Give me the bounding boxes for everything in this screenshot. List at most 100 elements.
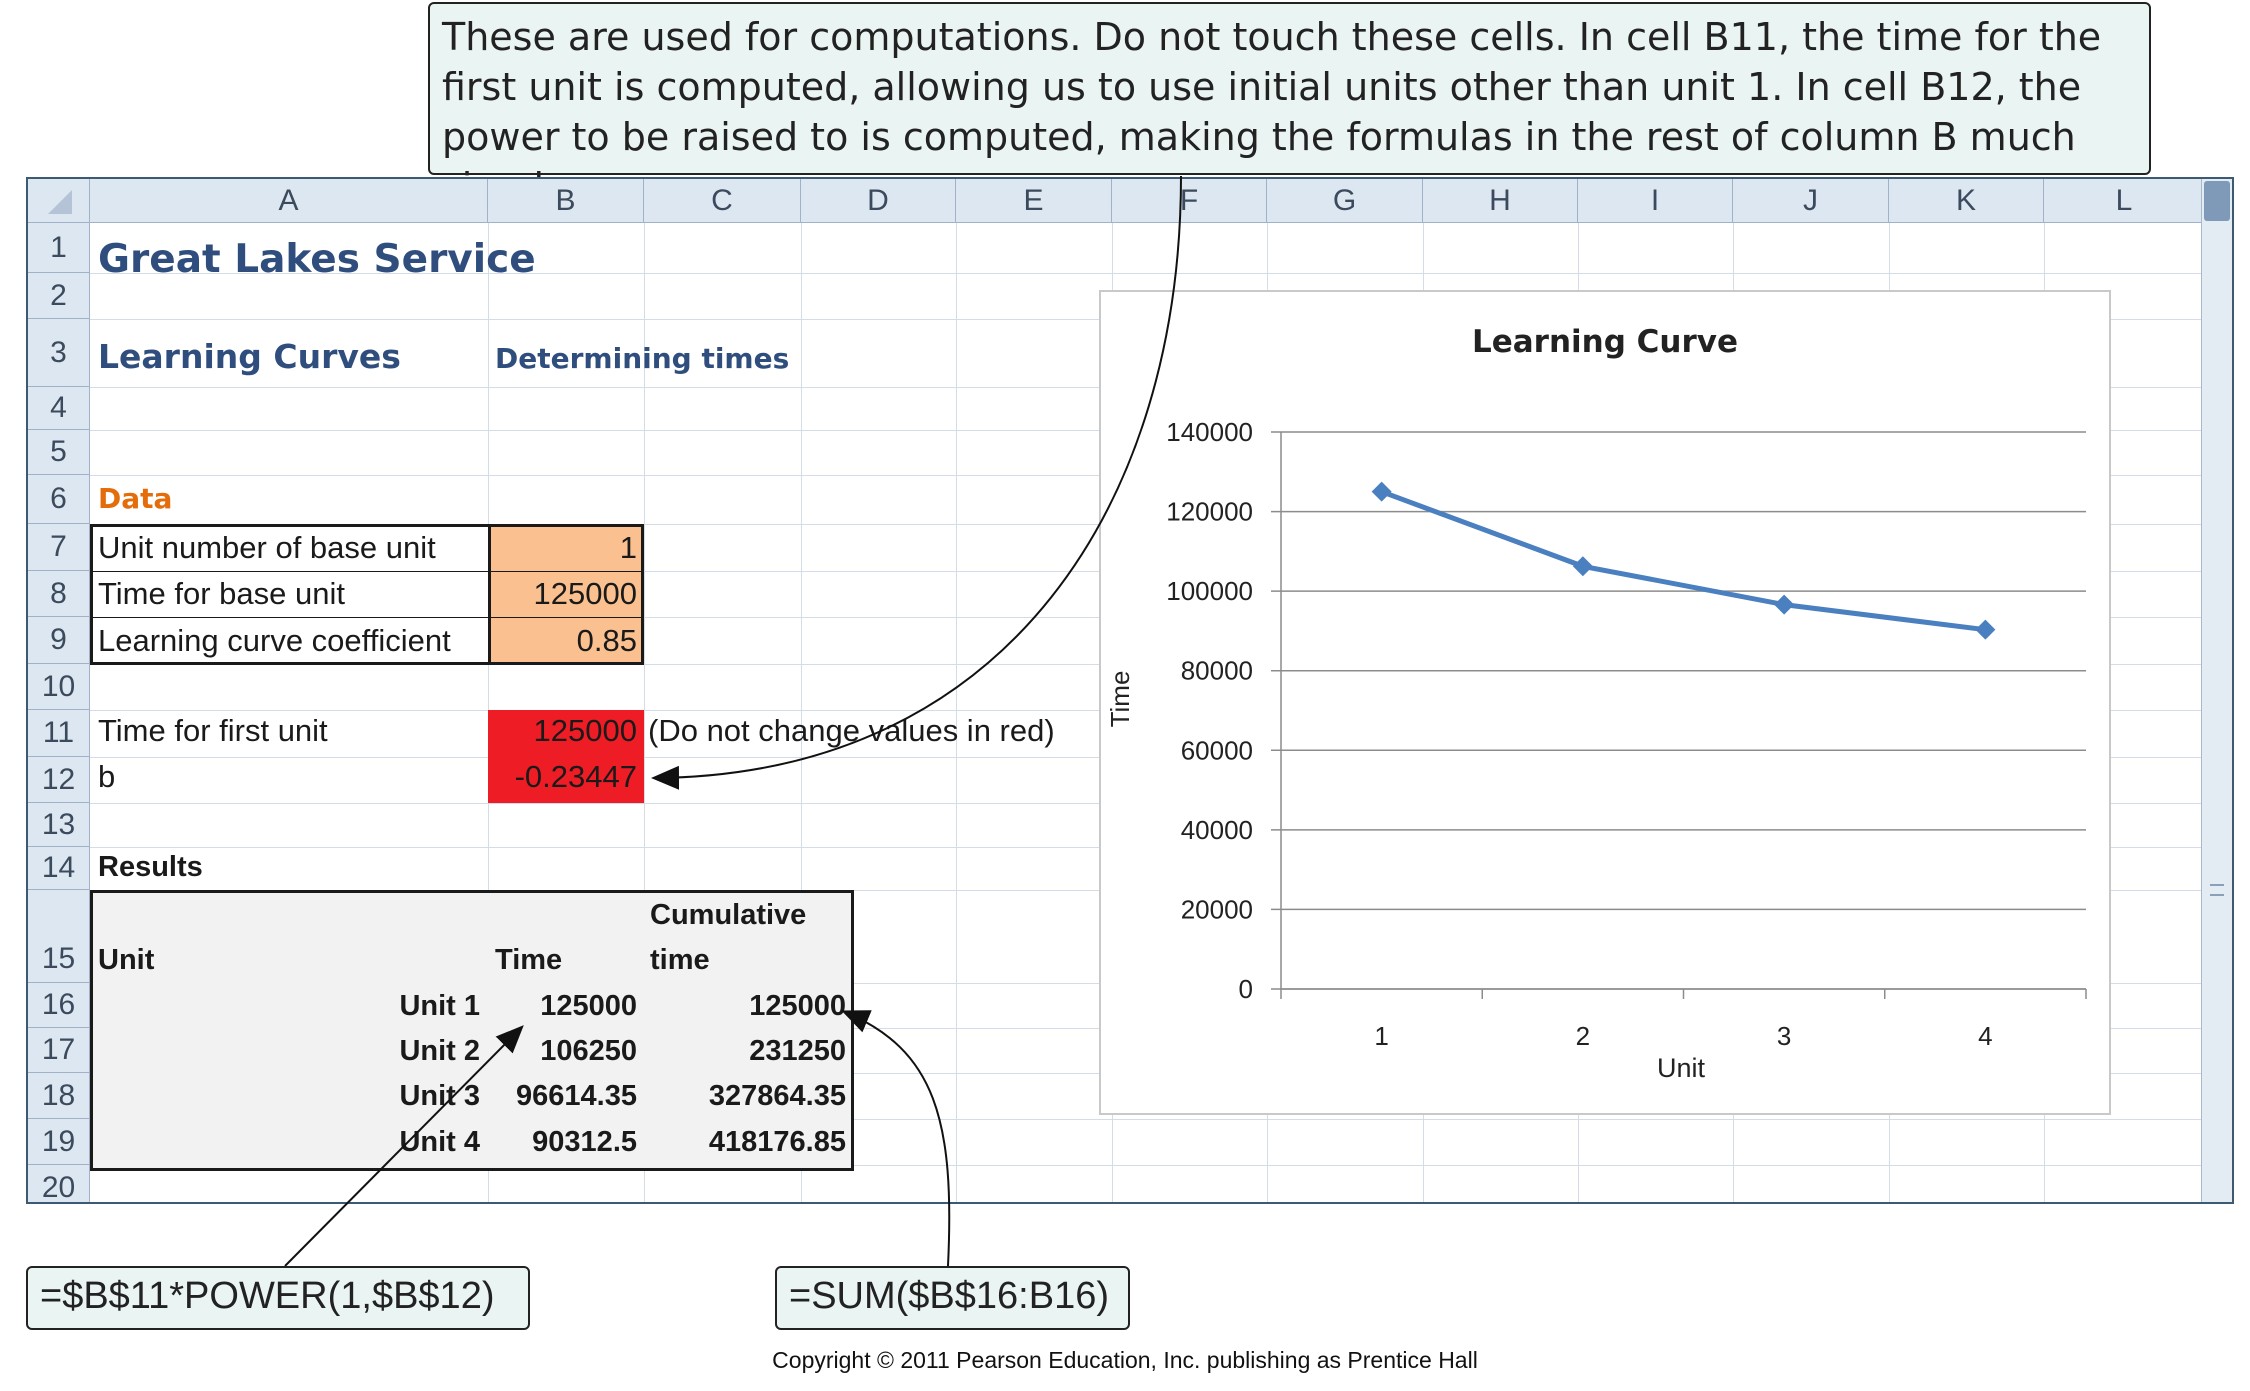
column-header-g[interactable]: G <box>1267 179 1423 223</box>
y-tick-label: 80000 <box>1181 656 1253 686</box>
results-time-2[interactable]: 106250 <box>540 1035 637 1067</box>
select-all-icon <box>47 189 72 214</box>
scroll-up-button[interactable] <box>2204 181 2230 221</box>
y-tick-label: 120000 <box>1166 497 1253 527</box>
cell-c15-header-line1[interactable]: Cumulative <box>650 899 807 931</box>
gridline-row <box>90 1119 2205 1120</box>
cell-b11[interactable]: 125000 <box>533 713 637 748</box>
column-header-h[interactable]: H <box>1423 179 1578 223</box>
row-header-14[interactable]: 14 <box>28 847 90 890</box>
y-tick-label: 20000 <box>1181 894 1253 924</box>
cell-c15-header-line2[interactable]: time <box>650 944 710 976</box>
column-header-d[interactable]: D <box>801 179 956 223</box>
cell-a14-results[interactable]: Results <box>98 851 203 883</box>
data-point-marker <box>1572 556 1593 577</box>
results-unit-2[interactable]: Unit 2 <box>399 1035 480 1067</box>
row-header-18[interactable]: 18 <box>28 1073 90 1119</box>
cell-a8[interactable]: Time for base unit <box>98 576 345 611</box>
column-header-b[interactable]: B <box>488 179 644 223</box>
column-header-j[interactable]: J <box>1733 179 1889 223</box>
scrollbar-grip-icon <box>2210 884 2224 896</box>
x-tick-label: 3 <box>1777 1021 1791 1051</box>
data-point-marker <box>1774 594 1795 615</box>
row-header-13[interactable]: 13 <box>28 803 90 847</box>
row-header-4[interactable]: 4 <box>28 387 90 430</box>
cell-a12[interactable]: b <box>98 759 116 794</box>
row-header-2[interactable]: 2 <box>28 273 90 319</box>
y-tick-label: 40000 <box>1181 815 1253 845</box>
cell-a15-header[interactable]: Unit <box>98 944 155 976</box>
arrow-to-cumulative-column <box>841 1010 951 1267</box>
gridline-col <box>956 223 957 1202</box>
cell-b12[interactable]: -0.23447 <box>514 759 637 794</box>
select-all-corner[interactable] <box>28 179 90 223</box>
cell-b3-heading[interactable]: Determining times <box>495 342 790 375</box>
cell-b8[interactable]: 125000 <box>533 576 637 611</box>
vertical-scrollbar[interactable] <box>2201 179 2232 1202</box>
column-header-a[interactable]: A <box>90 179 488 223</box>
results-time-3[interactable]: 96614.35 <box>516 1080 637 1112</box>
row-header-1[interactable]: 1 <box>28 223 90 273</box>
x-tick-label: 1 <box>1374 1021 1388 1051</box>
column-header-k[interactable]: K <box>1889 179 2044 223</box>
row-header-12[interactable]: 12 <box>28 757 90 803</box>
chart-y-axis-label: Time <box>1105 671 1135 728</box>
learning-curve-chart[interactable]: Learning Curve Time Unit 0 20000 40000 6000… <box>1099 290 2111 1115</box>
results-time-4[interactable]: 90312.5 <box>532 1126 637 1158</box>
cell-b7[interactable]: 1 <box>619 530 637 565</box>
column-header-i[interactable]: I <box>1578 179 1733 223</box>
data-point-marker <box>1975 619 1996 640</box>
top-callout: These are used for computations. Do not … <box>428 2 2151 209</box>
row-header-5[interactable]: 5 <box>28 430 90 475</box>
column-header-c[interactable]: C <box>644 179 801 223</box>
data-point-marker <box>1371 481 1392 502</box>
row-header-20[interactable]: 20 <box>28 1165 90 1202</box>
arrow-to-b12 <box>651 175 1182 790</box>
cell-b9[interactable]: 0.85 <box>576 623 637 658</box>
results-cum-2[interactable]: 231250 <box>749 1035 846 1067</box>
red-cells-fill <box>488 710 644 803</box>
row-header-9[interactable]: 9 <box>28 617 90 664</box>
results-unit-4[interactable]: Unit 4 <box>399 1126 480 1158</box>
results-cum-1[interactable]: 125000 <box>749 990 846 1022</box>
cell-a11[interactable]: Time for first unit <box>98 713 328 748</box>
results-unit-3[interactable]: Unit 3 <box>399 1080 480 1112</box>
x-tick-label: 4 <box>1978 1021 1992 1051</box>
gridline-row <box>90 1165 2205 1166</box>
cell-a7[interactable]: Unit number of base unit <box>98 530 436 565</box>
row-header-3[interactable]: 3 <box>28 319 90 387</box>
row-header-11[interactable]: 11 <box>28 710 90 757</box>
column-header-e[interactable]: E <box>956 179 1112 223</box>
formula-callout-time: =$B$11*POWER(1,$B$12) <box>26 1266 530 1330</box>
input-cells-fill <box>488 524 644 665</box>
gridline-row <box>90 273 2205 274</box>
gridline-col <box>801 223 802 1202</box>
column-header-f[interactable]: F <box>1112 179 1267 223</box>
cell-a6-data-label[interactable]: Data <box>98 482 173 515</box>
results-time-1[interactable]: 125000 <box>540 990 637 1022</box>
row-header-16[interactable]: 16 <box>28 983 90 1028</box>
cell-a3-heading[interactable]: Learning Curves <box>98 337 401 376</box>
y-tick-label: 60000 <box>1181 735 1253 765</box>
row-header-15[interactable]: 15 <box>28 890 90 983</box>
results-unit-1[interactable]: Unit 1 <box>399 990 480 1022</box>
formula-cumulative-text: =SUM($B$16:B16) <box>789 1275 1109 1317</box>
cell-c11-note[interactable]: (Do not change values in red) <box>648 713 1055 748</box>
formula-time-text: =$B$11*POWER(1,$B$12) <box>40 1275 495 1317</box>
results-cum-3[interactable]: 327864.35 <box>708 1080 846 1112</box>
series-line <box>1380 489 1986 633</box>
cell-a9[interactable]: Learning curve coefficient <box>98 623 451 658</box>
row-header-7[interactable]: 7 <box>28 524 90 571</box>
column-header-l[interactable]: L <box>2044 179 2205 223</box>
row-header-6[interactable]: 6 <box>28 475 90 524</box>
row-header-17[interactable]: 17 <box>28 1028 90 1073</box>
formula-callout-cumulative: =SUM($B$16:B16) <box>775 1266 1130 1330</box>
cell-a1-title[interactable]: Great Lakes Service <box>98 237 536 282</box>
results-cum-4[interactable]: 418176.85 <box>708 1126 846 1158</box>
row-header-10[interactable]: 10 <box>28 664 90 710</box>
row-header-19[interactable]: 19 <box>28 1119 90 1165</box>
row-header-8[interactable]: 8 <box>28 571 90 617</box>
cell-b15-header[interactable]: Time <box>495 944 563 976</box>
